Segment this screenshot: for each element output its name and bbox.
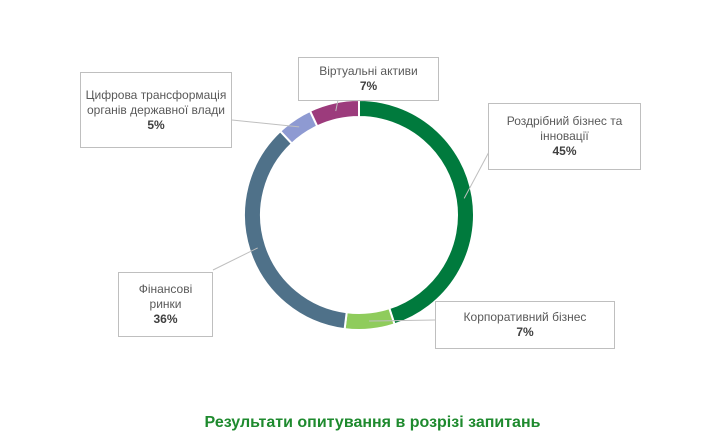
slice-value-digital: 5%: [147, 117, 165, 132]
callout-retail: Роздрібний бізнес та інновації 45%: [488, 103, 641, 170]
slice-label-financial: Фінансові ринки: [138, 282, 193, 311]
leader-line-digital: [231, 119, 300, 128]
leader-line-financial: [212, 247, 258, 271]
slice-label-digital: Цифрова трансформація органів державної …: [85, 87, 227, 117]
slice-value-corporate: 7%: [516, 325, 534, 339]
slice-value-virtual: 7%: [359, 79, 378, 93]
donut-slice-virtual: [308, 98, 360, 128]
callout-virtual: Віртуальні активи 7%: [298, 57, 439, 101]
chart-caption: Результати опитування в розрізі запитань: [204, 414, 541, 431]
leader-line-retail: [463, 149, 491, 199]
callout-financial: Фінансові ринки 36%: [118, 272, 213, 337]
slice-label-retail: Роздрібний бізнес та інновації: [506, 114, 623, 143]
leader-line-virtual: [335, 99, 339, 112]
slice-label-corporate: Корпоративний бізнес: [463, 310, 587, 324]
donut-slices: [243, 98, 475, 331]
slice-value-retail: 45%: [552, 144, 577, 158]
callout-digital: Цифрова трансформація органів державної …: [80, 72, 232, 148]
donut-slice-corporate: [343, 306, 396, 331]
donut-slice-financial: [243, 129, 348, 331]
leader-line-corporate: [369, 319, 436, 322]
leader-lines: [212, 99, 491, 322]
slice-value-financial: 36%: [153, 312, 178, 326]
callout-corporate: Корпоративний бізнес 7%: [435, 301, 615, 349]
slice-label-virtual: Віртуальні активи: [319, 64, 418, 78]
donut-slice-retail: [358, 98, 475, 326]
